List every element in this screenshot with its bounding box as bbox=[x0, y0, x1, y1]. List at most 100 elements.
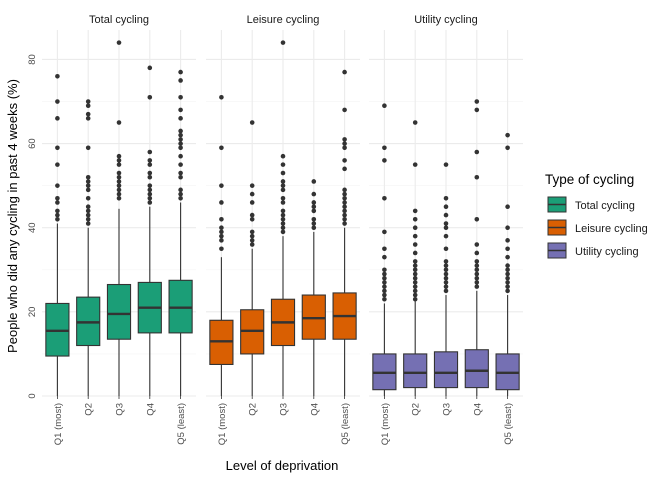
outlier-point bbox=[147, 65, 153, 71]
outlier-point bbox=[116, 170, 122, 176]
box-1: Q1 (most) bbox=[45, 73, 70, 445]
outlier-point bbox=[474, 242, 480, 247]
outlier-point bbox=[85, 221, 91, 226]
outlier-point bbox=[116, 162, 122, 167]
outlier-point bbox=[474, 149, 480, 155]
outlier-point bbox=[178, 187, 183, 193]
outlier-point bbox=[85, 187, 91, 193]
outlier-point bbox=[342, 107, 347, 113]
outlier-point bbox=[505, 271, 510, 277]
outlier-point bbox=[280, 229, 286, 235]
outlier-point bbox=[55, 183, 60, 188]
outlier-point bbox=[382, 275, 387, 281]
outlier-point bbox=[412, 284, 418, 289]
x-tick-label: Q3 bbox=[442, 403, 453, 416]
outlier-point bbox=[412, 259, 418, 264]
outlier-point bbox=[412, 296, 418, 302]
facet-title: Utility cycling bbox=[414, 14, 478, 26]
outlier-point bbox=[280, 217, 286, 222]
outlier-point bbox=[85, 208, 91, 214]
outlier-point bbox=[85, 103, 91, 109]
outlier-point bbox=[505, 246, 510, 252]
outlier-point bbox=[280, 208, 286, 214]
outlier-point bbox=[116, 191, 122, 197]
outlier-point bbox=[412, 271, 418, 277]
outlier-point bbox=[147, 200, 153, 205]
outlier-point bbox=[178, 132, 183, 138]
x-tick-label: Q4 bbox=[145, 403, 156, 416]
outlier-point bbox=[474, 99, 480, 104]
outlier-point bbox=[249, 212, 255, 218]
x-tick-label: Q1 (most) bbox=[53, 403, 64, 445]
facet-panels: Total cycling 0 20 40 60 80 Q1 (most) Q2 Q3 Q4 Q5 … bbox=[27, 14, 523, 445]
outlier-point bbox=[505, 275, 510, 281]
outlier-point bbox=[280, 187, 286, 193]
x-axis-label: Level of deprivation bbox=[226, 458, 339, 473]
outlier-point bbox=[85, 99, 91, 104]
outlier-point bbox=[147, 183, 153, 188]
outlier-point bbox=[311, 221, 317, 226]
box-3: Q3 bbox=[433, 162, 459, 416]
outlier-point bbox=[280, 40, 286, 45]
outlier-point bbox=[443, 280, 449, 285]
outlier-point bbox=[412, 120, 418, 125]
outlier-point bbox=[342, 204, 347, 209]
outlier-point bbox=[474, 174, 480, 180]
outlier-point bbox=[311, 217, 317, 222]
outlier-point bbox=[280, 179, 286, 184]
outlier-point bbox=[178, 107, 183, 113]
outlier-point bbox=[55, 162, 60, 167]
outlier-point bbox=[505, 284, 510, 289]
outlier-point bbox=[55, 145, 60, 151]
box-body bbox=[464, 349, 489, 389]
outlier-point bbox=[311, 200, 317, 205]
outlier-point bbox=[178, 137, 183, 142]
facet-title: Total cycling bbox=[89, 14, 149, 26]
outlier-point bbox=[280, 221, 286, 226]
outlier-point bbox=[443, 275, 449, 281]
outlier-point bbox=[342, 195, 347, 201]
x-tick-label: Q2 bbox=[411, 403, 422, 416]
outlier-point bbox=[249, 191, 255, 197]
outlier-point bbox=[219, 95, 224, 100]
outlier-point bbox=[249, 238, 255, 243]
outlier-point bbox=[342, 217, 347, 222]
outlier-point bbox=[443, 267, 449, 273]
outlier-point bbox=[412, 275, 418, 281]
outlier-point bbox=[412, 242, 418, 247]
outlier-point bbox=[474, 263, 480, 268]
x-tick-label: Q1 (most) bbox=[380, 403, 391, 445]
outlier-point bbox=[342, 187, 347, 193]
legend-title: Type of cycling bbox=[545, 172, 634, 187]
outlier-point bbox=[147, 162, 153, 167]
outlier-point bbox=[178, 162, 183, 167]
outlier-point bbox=[116, 187, 122, 193]
outlier-point bbox=[280, 212, 286, 218]
outlier-point bbox=[505, 238, 510, 243]
outlier-point bbox=[412, 280, 418, 285]
box-4: Q4 bbox=[137, 65, 162, 416]
outlier-point bbox=[382, 254, 387, 260]
outlier-point bbox=[382, 229, 387, 235]
outlier-point bbox=[505, 280, 510, 285]
outlier-point bbox=[311, 208, 317, 214]
outlier-point bbox=[342, 137, 347, 142]
outlier-point bbox=[55, 73, 60, 79]
outlier-point bbox=[443, 195, 449, 201]
outlier-point bbox=[505, 132, 510, 138]
x-tick-label: Q4 bbox=[309, 403, 320, 416]
outlier-point bbox=[178, 116, 183, 121]
outlier-point bbox=[116, 158, 122, 163]
outlier-point bbox=[443, 288, 449, 294]
y-tick-label: 20 bbox=[27, 307, 38, 318]
box-5: Q5 (least) bbox=[168, 69, 193, 445]
outlier-point bbox=[311, 191, 317, 197]
outlier-point bbox=[382, 158, 387, 163]
outlier-point bbox=[147, 95, 153, 100]
outlier-point bbox=[412, 263, 418, 268]
outlier-point bbox=[443, 225, 449, 231]
outlier-point bbox=[342, 145, 347, 151]
outlier-point bbox=[85, 195, 91, 201]
outlier-point bbox=[412, 250, 418, 256]
